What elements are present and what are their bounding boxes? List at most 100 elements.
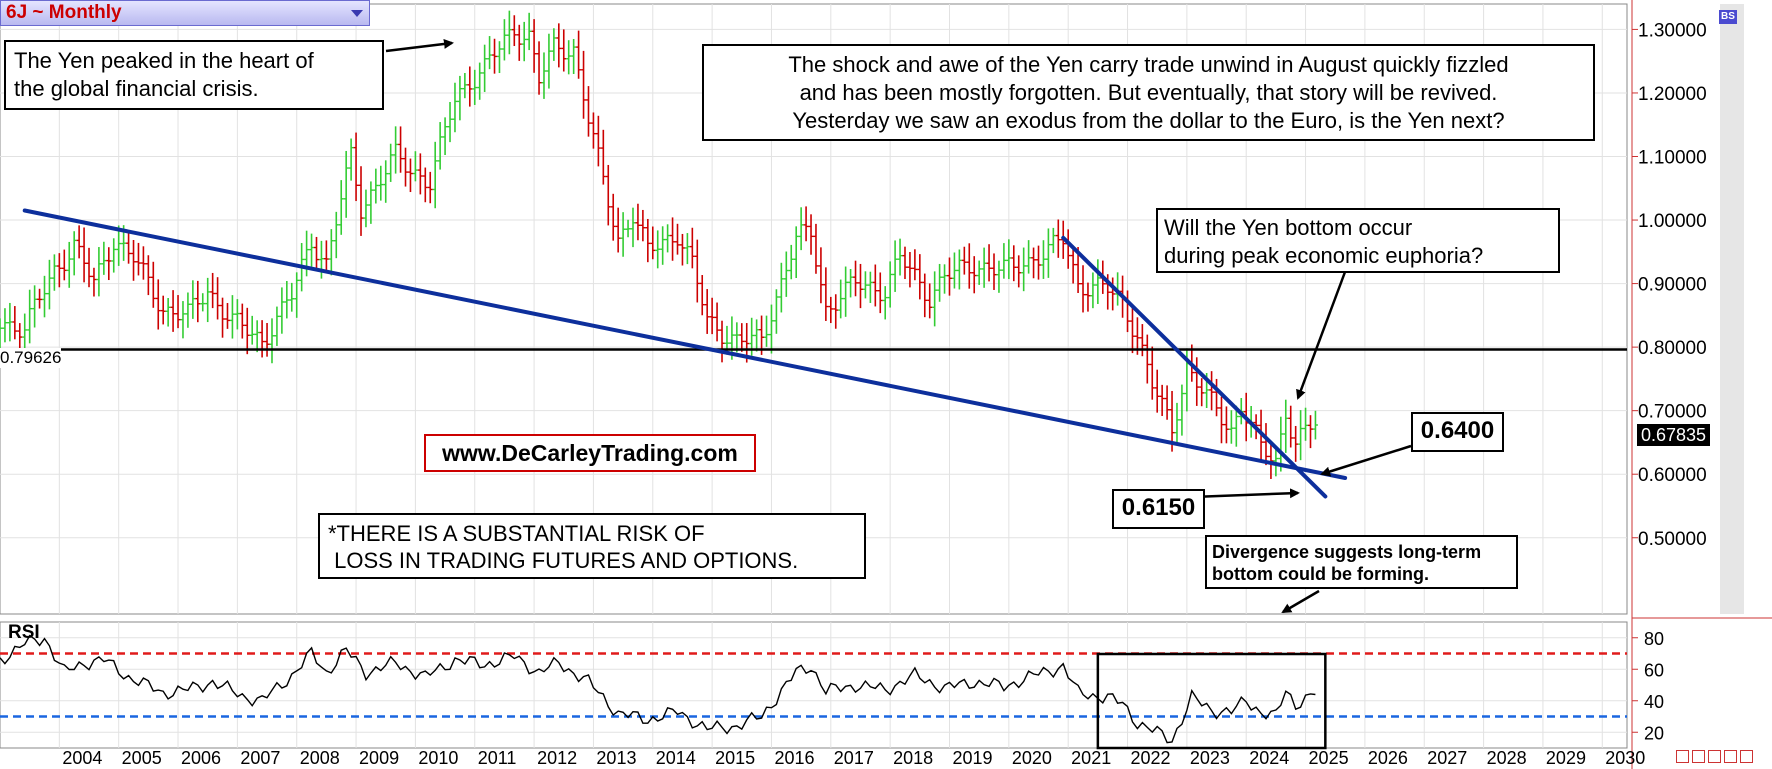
x-tick-label: 2028 [1487,748,1527,768]
price-bar [1085,282,1091,312]
price-bar [719,320,725,363]
price-bar [427,171,433,204]
price-bar [768,304,774,354]
price-bar [452,82,458,133]
price-bar [81,227,87,283]
price-bar [907,252,913,288]
price-bar [472,69,478,105]
price-bar [803,206,809,242]
price-bar [215,277,221,320]
price-bar [244,307,250,355]
price-bar [56,253,62,288]
price-bar [403,147,409,187]
price-bar [526,12,532,51]
price-bar [274,306,280,346]
price-bar [853,260,859,297]
divergence-annotation: Divergence suggests long-term bottom cou… [1205,535,1518,589]
x-tick-label: 2024 [1249,748,1289,768]
rsi-panel-title: RSI [8,622,40,643]
x-tick-label: 2009 [359,748,399,768]
price-bar [1036,245,1042,280]
price-bar [897,238,903,276]
zoom-in-icon[interactable] [1708,750,1721,763]
price-bar [447,102,453,143]
price-bar [66,241,72,288]
x-tick-label: 2025 [1309,748,1349,768]
price-bar [422,167,428,203]
price-bar [393,126,399,174]
price-bar [764,315,770,347]
reference-level-label: 0.79626 [0,348,62,368]
price-bar [501,19,507,61]
price-bar [783,251,789,297]
x-tick-label: 2010 [418,748,458,768]
annotation-line: The shock and awe of the Yen carry trade… [788,52,1509,77]
scroll-left-icon[interactable] [1676,750,1689,763]
price-bar [200,293,206,312]
price-bar [665,224,671,253]
price-bar [675,223,681,255]
x-tick-label: 2014 [656,748,696,768]
price-bar [689,227,695,269]
price-bar [368,181,374,224]
price-bar [1154,369,1160,413]
symbol-title-tab[interactable]: 6J ~ Monthly [0,0,370,26]
price-bar [1298,410,1304,461]
price-bar [754,319,760,352]
rsi-tick-label: 40 [1644,692,1664,712]
price-bar [798,207,804,251]
price-bar [482,44,488,92]
price-bar [951,252,957,289]
price-bar [808,214,814,255]
price-bar [269,318,275,364]
price-bar [1016,255,1022,288]
price-bar [22,313,28,353]
price-bar [101,241,107,275]
x-tick-label: 2017 [834,748,874,768]
price-bar [37,288,43,309]
price-bar [7,302,13,342]
website-label[interactable]: www.DeCarleyTrading.com [424,434,756,472]
reset-view-icon[interactable] [1740,750,1753,763]
price-bar [42,275,48,318]
rsi-line [0,634,1316,744]
y-tick-label: 1.00000 [1638,211,1707,232]
price-bar [630,207,636,248]
price-bar [1164,385,1170,420]
price-bar [882,286,888,320]
price-bar [1174,402,1180,446]
price-bar [655,230,661,269]
price-bar [1031,247,1037,279]
price-bar [625,219,631,238]
price-bar [595,115,601,167]
price-bar [660,226,666,265]
scroll-right-icon[interactable] [1692,750,1705,763]
x-tick-label: 2013 [596,748,636,768]
annotation-arrow [1296,271,1347,400]
chart-nav-icons[interactable] [1676,750,1756,768]
price-bar [205,277,211,323]
annotation-arrow [1281,589,1320,614]
price-bar [828,296,834,324]
price-bar [1045,228,1051,278]
price-bar [971,256,977,294]
bottom-question-annotation: Will the Yen bottom occur during peak ec… [1156,208,1560,273]
chevron-down-icon[interactable] [351,10,363,17]
price-bar [417,153,423,195]
price-bar [313,236,319,271]
buy-sell-icon[interactable]: BS [1719,10,1737,24]
price-bar [190,280,196,319]
price-bar [284,280,290,319]
x-tick-label: 2029 [1546,748,1586,768]
annotation-line: Divergence suggests long-term [1212,542,1482,562]
zoom-out-icon[interactable] [1724,750,1737,763]
price-bar [412,151,418,182]
price-bar [27,289,33,344]
price-bar [363,189,369,228]
y-tick-label: 0.80000 [1638,338,1707,359]
price-bar [857,263,863,309]
price-bar [551,28,557,61]
price-bar [131,239,137,281]
rsi-divergence-box [1096,652,1327,750]
price-bar [1139,324,1145,357]
